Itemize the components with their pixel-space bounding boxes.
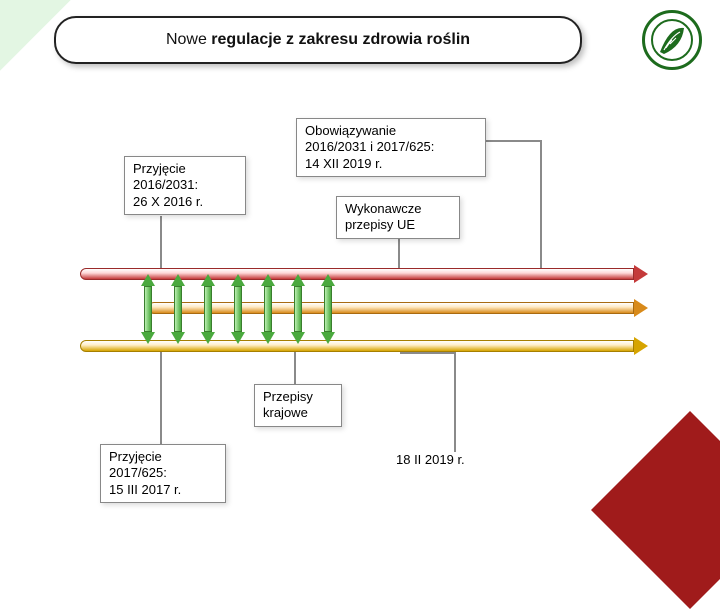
- box-national-rules: Przepisy krajowe: [254, 384, 342, 427]
- connector-line: [400, 352, 454, 354]
- timeline-bar-top: [80, 268, 634, 280]
- arrow-cap-icon: [634, 265, 648, 283]
- text-line: 26 X 2016 r.: [133, 194, 237, 210]
- text-line: Przyjęcie: [133, 161, 237, 177]
- connector-line: [454, 352, 456, 452]
- link-arrow-icon: [231, 276, 245, 342]
- leaf-logo-icon: [642, 10, 702, 70]
- box-implementing-eu: Wykonawcze przepisy UE: [336, 196, 460, 239]
- arrow-cap-icon: [634, 337, 648, 355]
- text-line: Wykonawcze: [345, 201, 451, 217]
- text-line: 2016/2031:: [133, 177, 237, 193]
- link-arrow-icon: [261, 276, 275, 342]
- link-arrow-icon: [141, 276, 155, 342]
- text-line: 15 III 2017 r.: [109, 482, 217, 498]
- box-adoption-2017: Przyjęcie 2017/625: 15 III 2017 r.: [100, 444, 226, 503]
- box-effective-dates: Obowiązywanie 2016/2031 i 2017/625: 14 X…: [296, 118, 486, 177]
- link-arrow-icon: [321, 276, 335, 342]
- decor-corner-br: [591, 411, 720, 609]
- text-line: przepisy UE: [345, 217, 451, 233]
- text-line: 18 II 2019 r.: [396, 452, 465, 467]
- text-line: 2017/625:: [109, 465, 217, 481]
- label-date-2019: 18 II 2019 r.: [396, 452, 512, 467]
- text-line: 2016/2031 i 2017/625:: [305, 139, 477, 155]
- connector-line: [160, 352, 162, 444]
- connector-line: [294, 352, 296, 384]
- timeline-bar-bottom: [80, 340, 634, 352]
- text-line: Obowiązywanie: [305, 123, 477, 139]
- box-adoption-2016: Przyjęcie 2016/2031: 26 X 2016 r.: [124, 156, 246, 215]
- arrow-cap-icon: [634, 299, 648, 317]
- connector-line: [160, 216, 162, 268]
- text-line: krajowe: [263, 405, 333, 421]
- text-line: Przepisy: [263, 389, 333, 405]
- slide-title-box: Nowe regulacje z zakresu zdrowia roślin: [54, 16, 582, 64]
- link-arrow-icon: [171, 276, 185, 342]
- slide-title: Nowe regulacje z zakresu zdrowia roślin: [166, 31, 470, 49]
- link-arrow-icon: [291, 276, 305, 342]
- text-line: Przyjęcie: [109, 449, 217, 465]
- timeline-bar-mid: [148, 302, 634, 314]
- link-arrow-icon: [201, 276, 215, 342]
- title-plain: Nowe: [166, 31, 211, 48]
- connector-line: [540, 140, 542, 268]
- connector-line: [486, 140, 540, 142]
- title-bold: regulacje z zakresu zdrowia roślin: [211, 31, 470, 48]
- text-line: 14 XII 2019 r.: [305, 156, 477, 172]
